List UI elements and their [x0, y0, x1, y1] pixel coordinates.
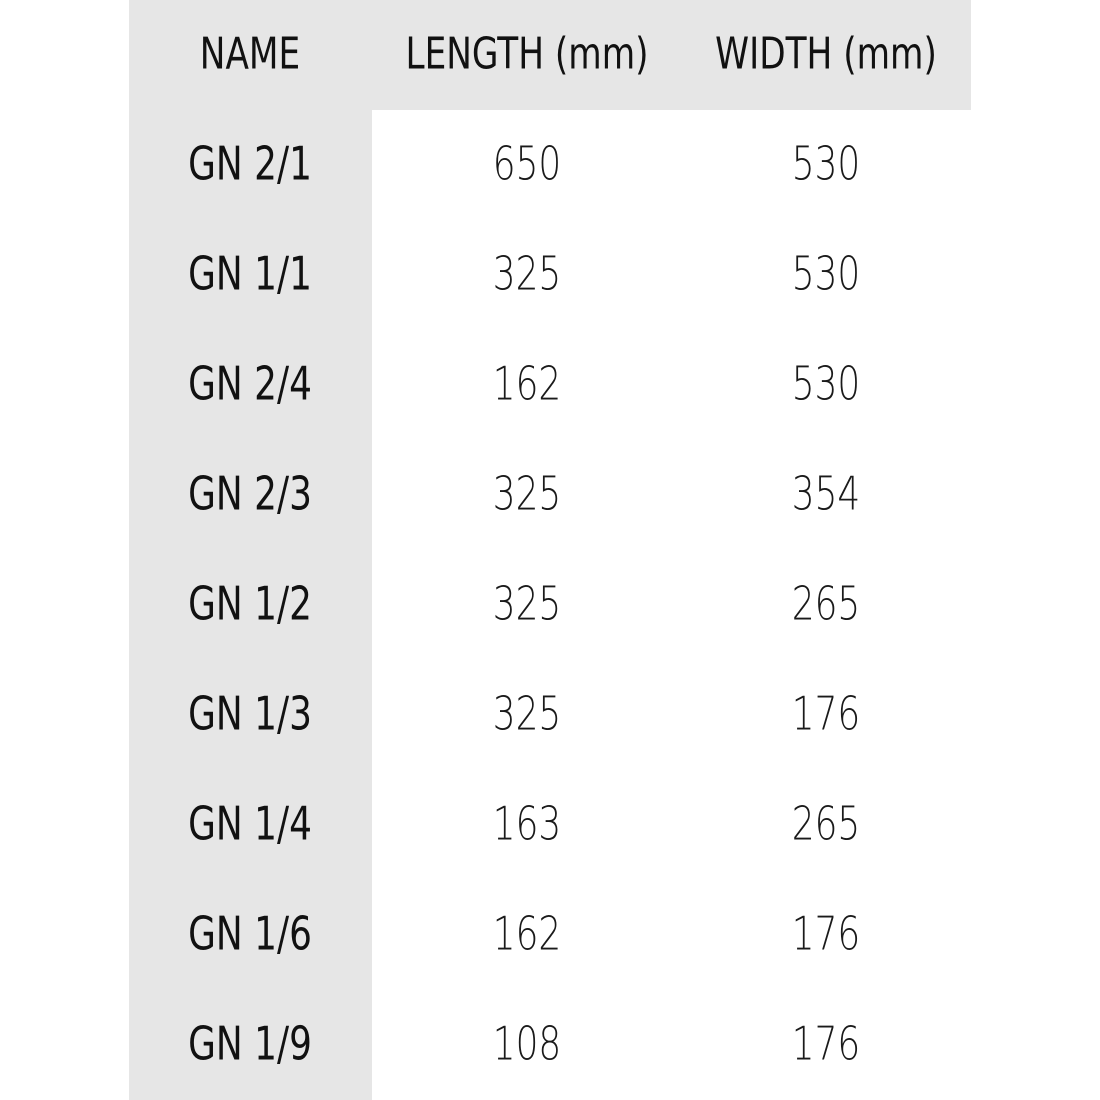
- value-cell: 265: [792, 797, 860, 851]
- value-cell: 530: [792, 357, 860, 411]
- value-cell: 650: [493, 137, 561, 191]
- value-cell: 325: [493, 577, 561, 631]
- value-cell: 530: [792, 137, 860, 191]
- header-cell: LENGTH (mm): [405, 29, 648, 80]
- value-cell: 354: [792, 467, 860, 521]
- name-cell: GN 1/6: [188, 907, 312, 961]
- value-cell: 265: [792, 577, 860, 631]
- name-cell: GN 2/4: [188, 357, 312, 411]
- value-cell: 325: [493, 687, 561, 741]
- name-column-background: [129, 110, 372, 1100]
- value-cell: 325: [493, 247, 561, 301]
- value-cell: 162: [493, 357, 561, 411]
- value-cell: 108: [493, 1017, 561, 1071]
- name-cell: GN 2/3: [188, 467, 312, 521]
- header-cell: NAME: [200, 29, 300, 80]
- value-cell: 325: [493, 467, 561, 521]
- name-cell: GN 1/2: [188, 577, 312, 631]
- header-background: [129, 0, 971, 110]
- value-cell: 530: [792, 247, 860, 301]
- name-cell: GN 1/3: [188, 687, 312, 741]
- value-cell: 176: [792, 907, 860, 961]
- value-cell: 162: [493, 907, 561, 961]
- name-cell: GN 1/4: [188, 797, 312, 851]
- value-cell: 176: [792, 687, 860, 741]
- name-cell: GN 2/1: [188, 137, 312, 191]
- value-cell: 176: [792, 1017, 860, 1071]
- name-cell: GN 1/9: [188, 1017, 312, 1071]
- name-cell: GN 1/1: [188, 247, 312, 301]
- header-cell: WIDTH (mm): [715, 29, 937, 80]
- value-cell: 163: [493, 797, 561, 851]
